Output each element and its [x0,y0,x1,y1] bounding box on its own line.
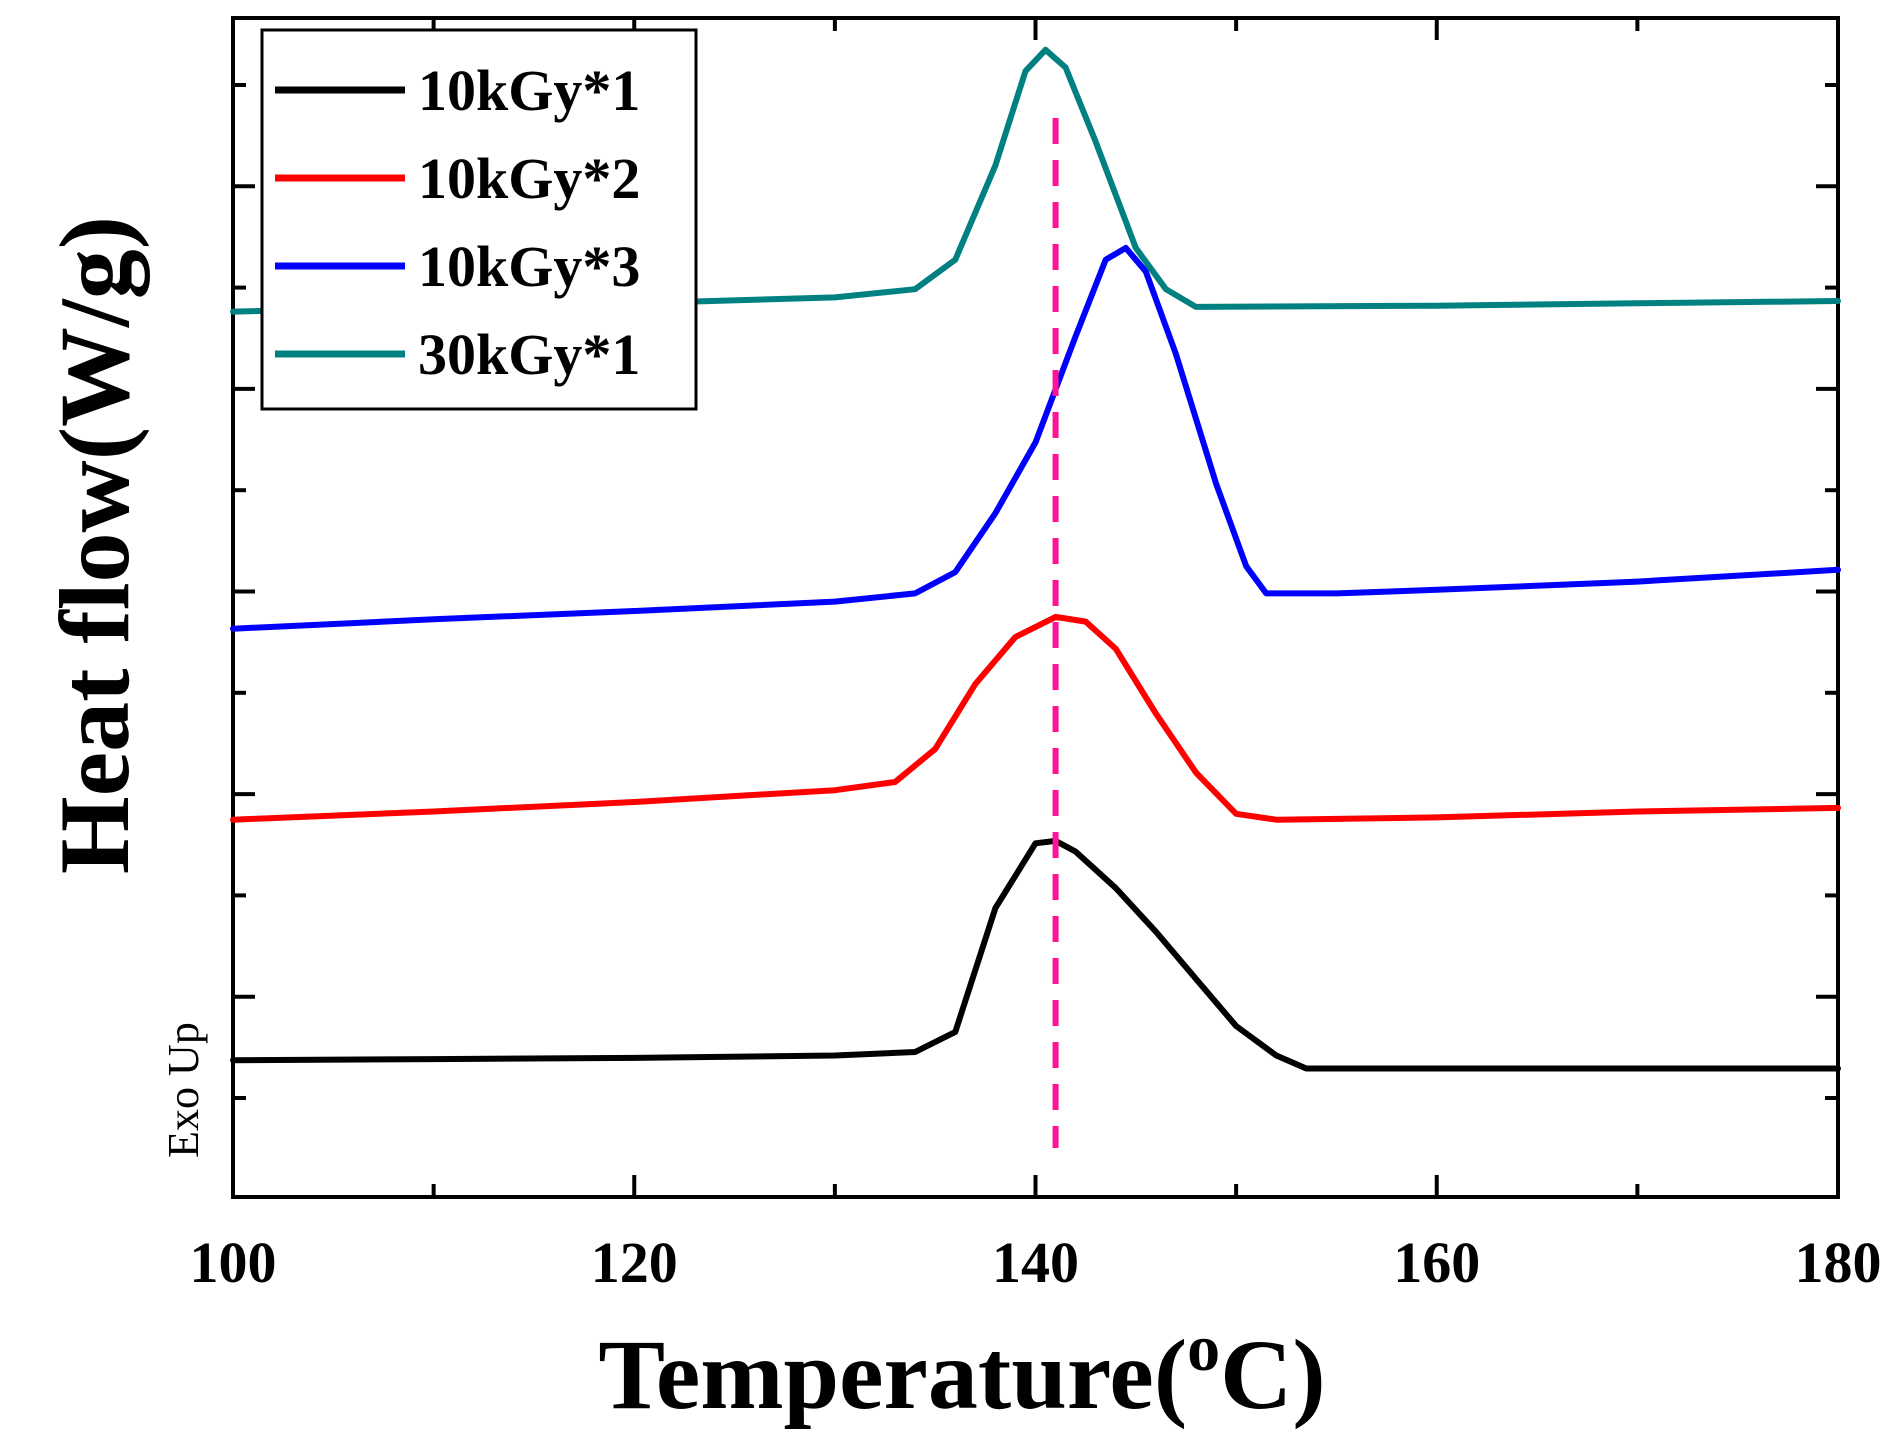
exo-up-annotation: Exo Up [159,1022,208,1158]
x-axis-title-superscript: o [1187,1312,1220,1385]
x-axis-title-main: Temperature( [598,1319,1187,1430]
series-line-1 [230,837,1841,1072]
series-layer [230,46,1841,1072]
x-tick-labels: 100 120 140 160 180 [190,1230,1882,1295]
legend-label: 30kGy*1 [418,322,640,387]
x-axis-title: Temperature(oC) [598,1312,1325,1430]
legend-label: 10kGy*2 [418,146,640,211]
x-tick-label: 180 [1795,1230,1882,1295]
x-tick-label: 160 [1393,1230,1480,1295]
x-tick-label: 140 [992,1230,1079,1295]
x-tick-label: 100 [190,1230,277,1295]
series-line-3 [230,244,1841,632]
y-axis-title: Heat flow(W/g) [39,216,150,874]
x-axis-title-suffix: C) [1220,1319,1326,1430]
legend-label: 10kGy*3 [418,234,640,299]
series-line-2 [230,613,1841,823]
series-line-4 [230,46,1841,315]
legend-label: 10kGy*1 [418,58,640,123]
x-tick-label: 120 [591,1230,678,1295]
legend: 10kGy*1 10kGy*2 10kGy*3 30kGy*1 [260,28,698,411]
